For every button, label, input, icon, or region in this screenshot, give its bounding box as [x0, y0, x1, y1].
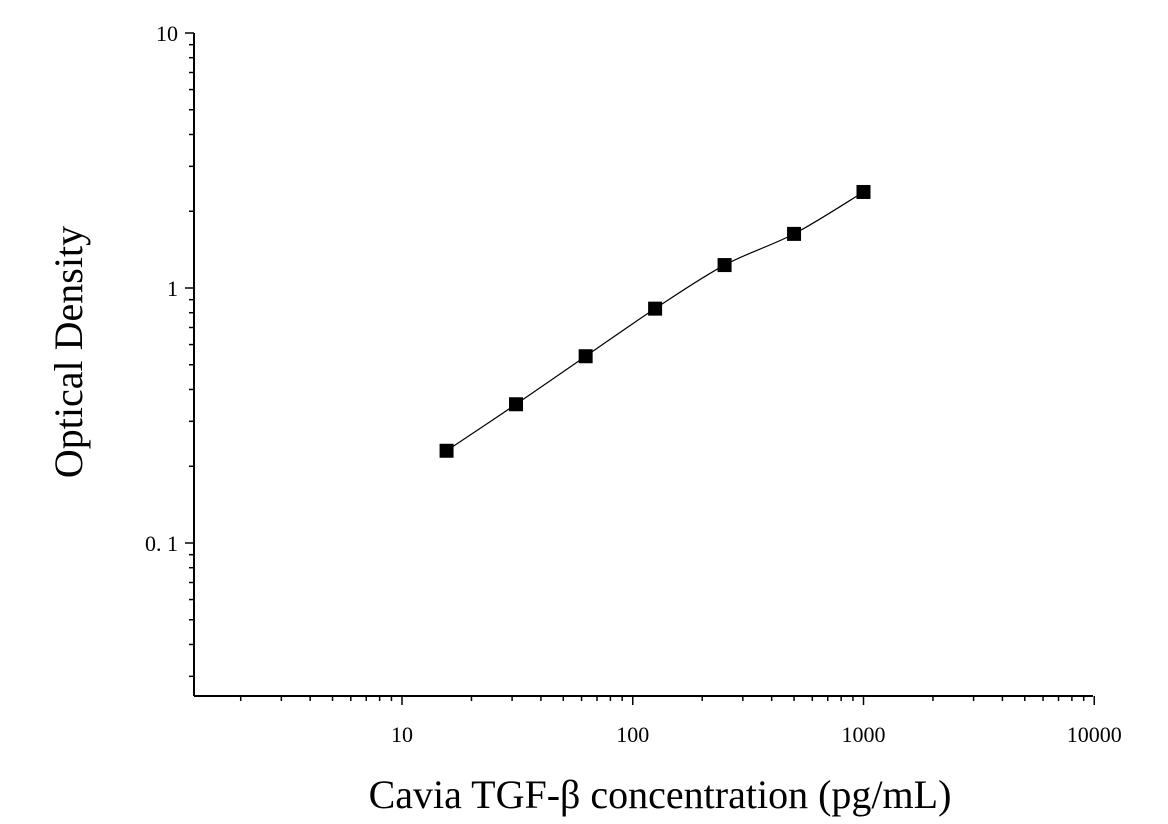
data-point [787, 226, 802, 241]
axes: 10 100 1000 10000 0. 1 1 10 [145, 21, 1122, 747]
x-tick-label: 1000 [842, 722, 886, 747]
x-tick-label: 10000 [1067, 722, 1122, 747]
y-tick-label: 0. 1 [145, 531, 178, 556]
data-point [717, 258, 732, 273]
y-axis-title: Optical Density [46, 226, 91, 478]
x-axis-title: Cavia TGF-β concentration (pg/mL) [369, 772, 952, 817]
data-point [578, 349, 593, 364]
data-point [509, 397, 524, 412]
x-tick-label: 100 [616, 722, 649, 747]
data-points [439, 184, 871, 458]
x-tick-label: 10 [391, 722, 413, 747]
data-point [439, 443, 454, 458]
y-tick-label: 1 [167, 276, 178, 301]
y-tick-label: 10 [156, 21, 178, 46]
data-point [856, 184, 871, 199]
data-point [648, 301, 663, 316]
